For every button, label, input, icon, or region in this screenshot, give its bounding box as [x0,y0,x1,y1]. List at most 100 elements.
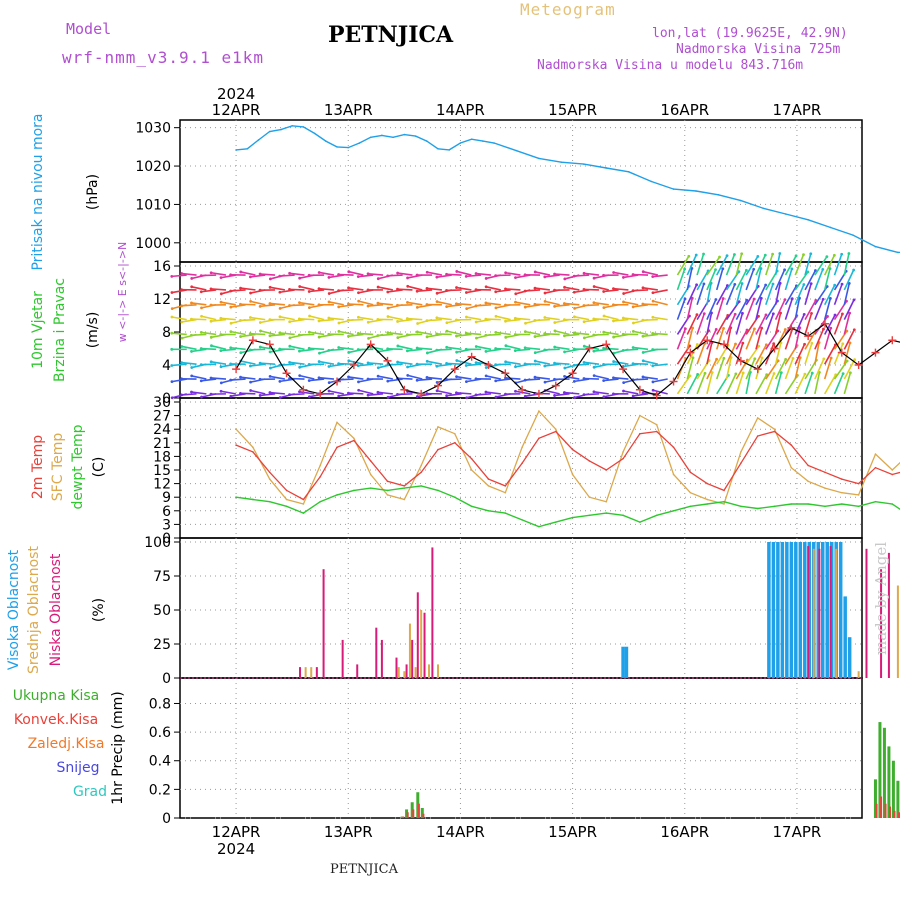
sfc-temp-line-point [319,465,321,467]
dewpt-temp-line-point [791,503,793,505]
wind-arrow [825,375,836,394]
wind-arrow [604,348,619,349]
wind-arrow-head [830,357,833,360]
wind-arrow-head [249,365,252,368]
wind-arrow-head [475,321,478,324]
precip-tick-label: 0.2 [149,782,171,798]
temp2m-line-point [488,478,490,480]
wind-arrow [574,275,589,276]
sfc-temp-line-point [589,496,591,498]
wind-arrow-head [269,351,272,354]
wind-arrow-head [210,344,213,347]
dewpt-temp-line-point [690,505,692,507]
precip-tick-label: 0.6 [149,725,171,741]
wind-arrow-head [377,391,380,394]
wind-arrow [613,320,628,321]
high-cloud-bar [621,647,625,678]
wind-arrow-head [357,275,360,278]
wind-arrow-head [514,349,517,352]
wind-arrow-head [563,302,566,305]
wind-arrow-head [494,274,497,277]
high-cloud-bar [821,542,825,678]
wind-arrow-head [377,277,380,280]
wind-arrow [201,379,216,381]
wind-arrow-head [651,364,654,367]
wind-arrow-head [229,290,232,293]
sfc-temp-line-point [824,487,826,489]
wind-arrow [397,289,412,290]
wind-arrow-head [622,317,625,320]
sfc-temp-line-point [370,474,372,476]
mid-cloud-bar [403,671,405,678]
pressure-series-line-point [875,246,877,248]
bottom-date-label: 16APR [660,823,709,841]
wind-arrow [766,254,773,275]
wind-arrow-head [308,290,311,293]
wind-arrow-head [357,380,360,383]
wind-arrow-head [652,300,655,303]
wind-arrow [388,275,403,276]
wind-arrow-head [318,352,321,355]
wind-arrow-head [328,381,331,384]
wind-arrow-head [328,365,331,368]
wind-arrow-head [445,305,448,308]
wind-arrow-head [465,332,468,335]
wind-arrow-head [426,271,429,274]
temp2m-line-point [824,471,826,473]
wind-arrow [339,275,354,276]
wind-arrow-head [825,255,828,258]
wind-arrow [349,334,364,336]
wind-arrow-head [642,335,645,338]
wind-arrow [339,379,354,380]
wind-arrow-head [436,292,439,295]
wind-arrow [633,379,648,380]
low-cloud-bar [818,549,820,678]
pressure-series-line-point [650,181,652,183]
pressure-series-line-point [415,135,417,137]
dewpt-temp-line-point [572,517,574,519]
dewpt-temp-line-point [488,510,490,512]
wind-arrow [456,393,471,394]
wind-arrow-head [298,390,301,393]
wind-arrow-head [308,306,311,309]
wind-arrow-head [583,272,586,275]
mid-cloud-bar [897,586,899,678]
wind-arrow-head [455,359,458,362]
temp2m-line-point [521,462,523,464]
wind-arrow [348,393,363,394]
wind-arrow-head [318,303,321,306]
wind-gust-marker [585,345,593,353]
wind-arrow-head [416,330,419,333]
wind-arrow-head [288,288,291,291]
bottom-date-label: 12APR [212,823,261,841]
wind-arrow-head [288,304,291,307]
wind-arrow [290,289,305,290]
wind-arrow-head [715,358,718,361]
wind-arrow [270,334,285,335]
high-cloud-bar [767,542,771,678]
wind-arrow [594,319,609,320]
wind-arrow [250,275,265,277]
dewpt-temp-line-point [639,521,641,523]
temperature-unit-label: (C) [91,457,107,478]
wind-arrow-head [692,356,695,359]
wind-arrow-head [543,276,546,279]
wind-arrow [535,320,550,321]
wind-arrow-head [593,366,596,369]
wind-arrow-head [269,391,272,394]
wind-arrow [653,275,668,277]
wind-arrow-head [465,348,468,351]
wind-arrow-head [849,342,852,345]
pressure-series-line-point [785,213,787,215]
wind-arrow-head [376,318,379,321]
wind-arrow-head [504,336,507,339]
wind-arrow-head [849,371,852,374]
wind-arrow-head [406,301,409,304]
top-date-label: 13APR [324,101,373,119]
wind-arrow-head [190,391,193,394]
wind-arrow-head [435,365,438,368]
wind-arrow-head [642,286,645,289]
wind-arrow-head [612,303,615,306]
wind-arrow-head [632,305,635,308]
wind-arrow-head [220,365,223,368]
